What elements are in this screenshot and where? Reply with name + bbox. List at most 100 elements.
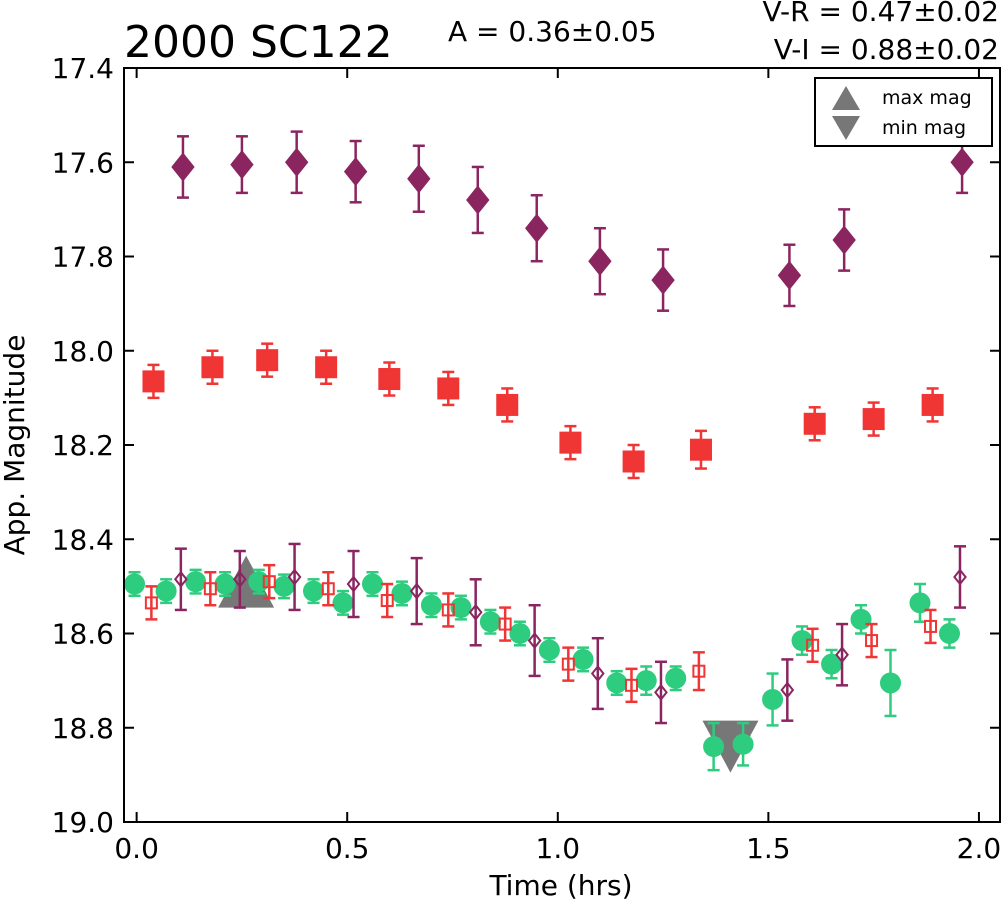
legend-min-label: min mag: [882, 117, 966, 139]
x-tick-label-1: 0.5: [325, 832, 370, 865]
legend-max-label: max mag: [882, 87, 972, 109]
data-point-diamond: [171, 152, 195, 182]
data-point-square: [806, 638, 820, 652]
data-point-square: [559, 431, 582, 454]
data-point-diamond: [527, 631, 542, 650]
data-point-circle: [185, 571, 207, 593]
data-point-circle: [572, 648, 594, 670]
y-tick-label-6: 18.6: [52, 618, 114, 651]
y-tick-label-8: 19.0: [52, 806, 114, 839]
data-point-diamond: [407, 164, 431, 194]
series-2-circle-filled: [124, 568, 960, 772]
y-tick-label-4: 18.2: [52, 429, 114, 462]
data-point-diamond: [590, 664, 605, 683]
data-point-square: [142, 370, 165, 393]
data-point-circle: [248, 571, 270, 593]
v-i-color-label: V-I = 0.88±0.02: [774, 33, 999, 66]
data-point-circle: [391, 582, 413, 604]
y-axis-label: App. Magnitude: [0, 335, 31, 556]
data-point-diamond: [654, 683, 668, 702]
data-point-diamond: [173, 570, 188, 588]
data-point-diamond: [232, 570, 247, 588]
data-point-circle: [509, 623, 531, 644]
legend: max mag min mag: [814, 77, 993, 147]
chart-title: 2000 SC122: [124, 17, 393, 68]
legend-max-triangle-icon: [832, 86, 860, 110]
x-axis-label: Time (hrs): [488, 869, 632, 902]
data-point-diamond: [230, 150, 254, 180]
series-4-diamond-open: [173, 542, 967, 725]
data-point-diamond: [953, 568, 967, 586]
y-tick-label-2: 17.8: [52, 241, 114, 274]
data-point-square: [321, 582, 335, 596]
data-point-square: [315, 356, 338, 379]
x-tick-label-3: 1.5: [746, 832, 791, 865]
axes: 0.0 0.5 1.0 1.5 2.0 17.4 17.6 17.8 18.0 18.2 18.4 1…: [52, 52, 1001, 865]
data-point-circle: [303, 580, 325, 602]
data-point-square: [622, 450, 645, 473]
data-point-circle: [450, 597, 472, 619]
y-tick-label-5: 18.4: [52, 523, 114, 556]
data-point-square: [921, 393, 944, 416]
data-point-square: [624, 678, 638, 692]
data-marks: [124, 130, 974, 773]
data-point-circle: [665, 667, 687, 689]
data-point-square: [144, 596, 158, 610]
series-0-diamond-filled: [171, 130, 974, 312]
data-point-diamond: [284, 147, 309, 177]
data-point-circle: [703, 736, 725, 758]
y-tick-label-1: 17.6: [52, 146, 114, 179]
data-point-diamond: [466, 185, 490, 215]
data-point-circle: [606, 672, 628, 694]
data-point-diamond: [950, 147, 974, 177]
data-point-diamond: [777, 260, 802, 290]
data-point-square: [496, 393, 519, 416]
data-point-circle: [124, 573, 146, 595]
data-point-circle: [850, 608, 872, 630]
data-point-circle: [420, 594, 442, 616]
v-r-color-label: V-R = 0.47±0.02: [763, 0, 999, 28]
data-point-square: [262, 575, 276, 589]
data-point-circle: [732, 733, 754, 755]
data-point-diamond: [525, 213, 549, 243]
data-point-square: [256, 349, 279, 372]
series-1-square-filled: [142, 342, 944, 480]
data-point-square: [203, 582, 217, 596]
data-point-diamond: [287, 568, 302, 586]
data-point-diamond: [468, 603, 483, 621]
data-point-diamond: [588, 246, 612, 276]
data-point-square: [803, 412, 826, 435]
data-point-square: [380, 594, 394, 608]
data-point-square: [378, 368, 401, 391]
data-point-diamond: [780, 681, 795, 699]
data-point-square: [201, 356, 224, 379]
y-tick-label-0: 17.4: [52, 52, 114, 85]
data-point-square: [498, 617, 512, 631]
data-point-circle: [214, 573, 236, 595]
data-point-diamond: [835, 646, 849, 664]
x-tick-label-4: 2.0: [957, 832, 1001, 865]
data-point-square: [862, 408, 885, 431]
data-point-circle: [880, 672, 901, 694]
data-point-square: [692, 664, 706, 678]
x-tick-label-2: 1.0: [536, 832, 581, 865]
amplitude-label: A = 0.36±0.05: [448, 15, 657, 48]
data-point-circle: [909, 592, 931, 614]
data-point-diamond: [346, 575, 361, 593]
legend-min-triangle-icon: [832, 116, 860, 140]
min-mag-triangle-1: [702, 720, 759, 773]
data-point-circle: [155, 580, 177, 602]
data-point-circle: [938, 623, 960, 644]
data-point-square: [865, 634, 879, 648]
x-tick-label-0: 0.0: [114, 832, 159, 865]
data-point-square: [561, 657, 575, 671]
data-point-diamond: [409, 582, 424, 600]
data-point-circle: [332, 592, 354, 614]
y-tick-label-3: 18.0: [52, 335, 114, 368]
y-tick-label-7: 18.8: [52, 712, 114, 745]
data-point-diamond: [651, 265, 675, 295]
data-point-circle: [479, 611, 501, 633]
data-point-circle: [762, 688, 784, 710]
data-point-square: [689, 438, 712, 461]
